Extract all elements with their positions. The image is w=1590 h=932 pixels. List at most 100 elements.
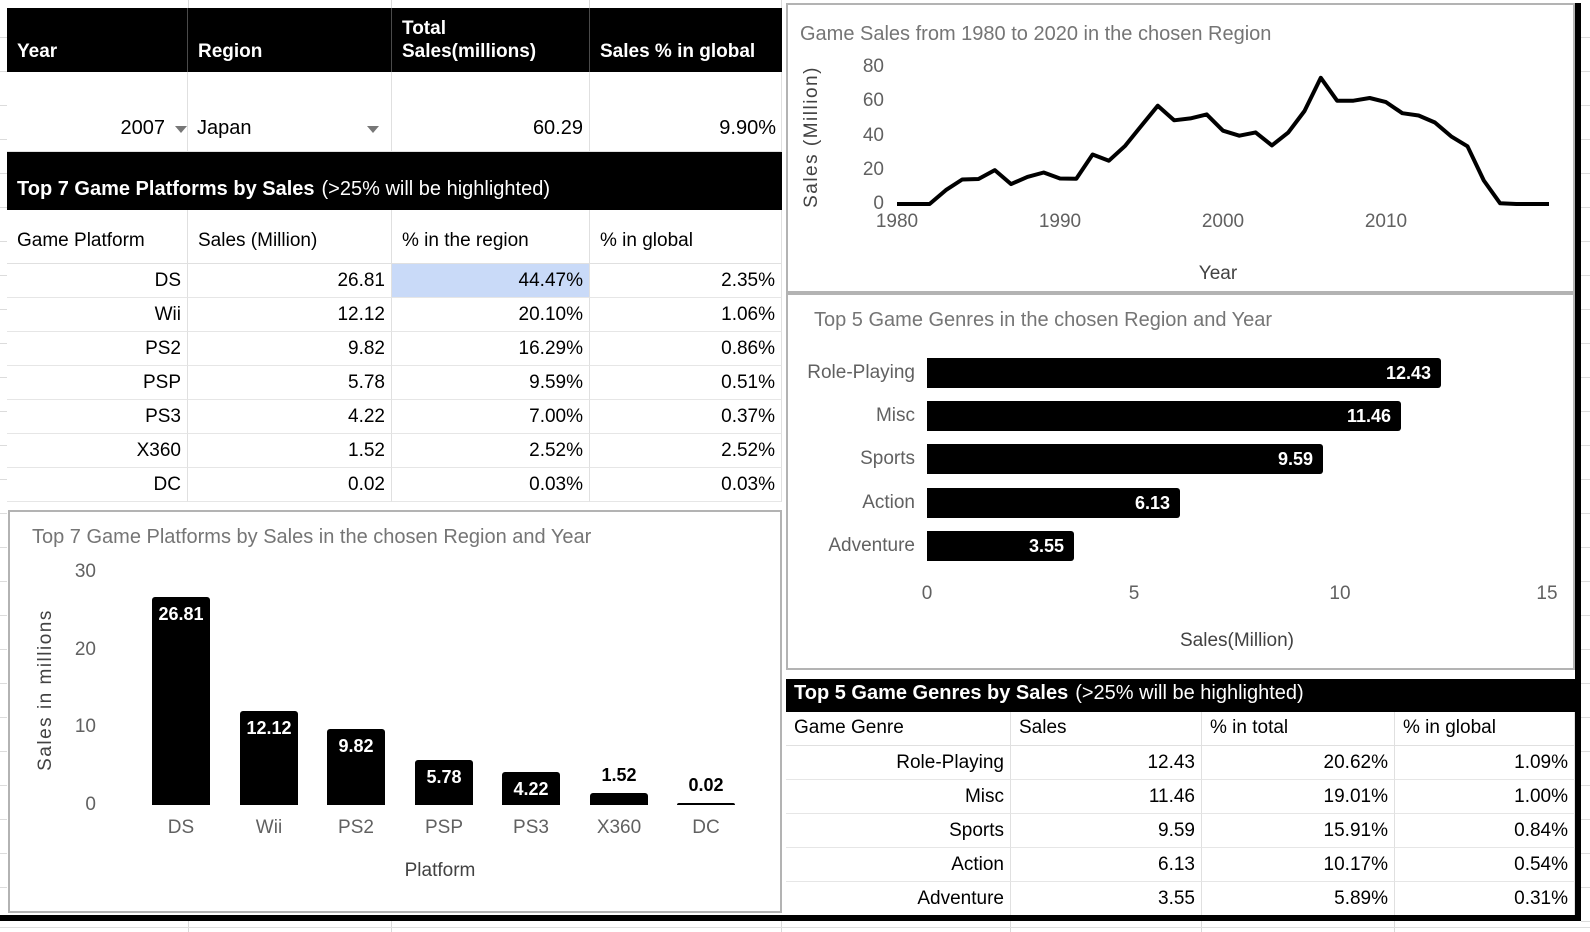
summary-header-region: Region	[188, 8, 392, 72]
genres-banner: Top 5 Game Genres by Sales (>25% will be…	[786, 679, 1575, 712]
cell-pct-region: 16.29%	[392, 332, 590, 366]
x-tick-label: 10	[1329, 583, 1351, 604]
summary-table: Year Region Total Sales(millions) Sales …	[7, 8, 782, 152]
x-tick-label: X360	[596, 817, 642, 838]
category-label: Role-Playing	[807, 362, 915, 383]
summary-header-row: Year Region Total Sales(millions) Sales …	[7, 8, 782, 72]
platform-row-psp: PSP 5.78 9.59% 0.51%	[7, 366, 782, 400]
cell-pct-global: 0.03%	[590, 468, 782, 502]
cell-pct-total: 15.91%	[1202, 814, 1395, 848]
bar-value-label: 5.78	[426, 767, 462, 787]
grid-line	[589, 0, 590, 8]
cell-genre: Sports	[786, 814, 1011, 848]
x-axis-title: Platform	[404, 860, 476, 881]
cell-genre: Misc	[786, 780, 1011, 814]
cell-sales: 3.55	[1011, 882, 1202, 916]
cell-sales: 12.12	[188, 298, 392, 332]
cell-sales: 4.22	[188, 400, 392, 434]
cell-genre: Adventure	[786, 882, 1011, 916]
genre-row-action: Action 6.13 10.17% 0.54%	[786, 848, 1575, 882]
cell-sales: 1.52	[188, 434, 392, 468]
cell-pct-total: 10.17%	[1202, 848, 1395, 882]
bar-value-label: 12.43	[1385, 363, 1431, 383]
platform-row-ps3: PS3 4.22 7.00% 0.37%	[7, 400, 782, 434]
year-value: 2007	[120, 117, 166, 139]
bar-ps2	[327, 729, 385, 805]
platforms-table: Game Platform Sales (Million) % in the r…	[7, 210, 782, 502]
cell-sales: 5.78	[188, 366, 392, 400]
chart-title: Game Sales from 1980 to 2020 in the chos…	[800, 23, 1272, 45]
bar-dc	[677, 803, 735, 805]
cell-pct-global: 0.31%	[1395, 882, 1575, 916]
y-axis-title: Sales (Million)	[801, 66, 822, 208]
region-dropdown-arrow-icon[interactable]	[367, 126, 379, 133]
x-tick-label: 5	[1128, 583, 1140, 604]
platform-row-wii: Wii 12.12 20.10% 1.06%	[7, 298, 782, 332]
y-tick-label: 0	[873, 193, 884, 214]
x-tick-label: 15	[1536, 583, 1558, 604]
cell-pct-global: 2.52%	[590, 434, 782, 468]
col-header-game-genre: Game Genre	[786, 712, 1011, 746]
col-header-sales-million: Sales (Million)	[188, 210, 392, 264]
cell-pct-total: 19.01%	[1202, 780, 1395, 814]
genre-row-misc: Misc 11.46 19.01% 1.00%	[786, 780, 1575, 814]
y-tick-label: 20	[862, 159, 884, 180]
platform-row-ds: DS 26.81 44.47% 2.35%	[7, 264, 782, 298]
platform-row-ps2: PS2 9.82 16.29% 0.86%	[7, 332, 782, 366]
x-tick-label: DS	[167, 817, 195, 838]
cell-sales: 9.59	[1011, 814, 1202, 848]
x-tick-label: Wii	[255, 817, 283, 838]
y-tick-label: 0	[85, 794, 96, 815]
platforms-banner-title: Top 7 Game Platforms by Sales	[17, 178, 315, 200]
platform-bar-chart[interactable]: Top 7 Game Platforms by Sales in the cho…	[8, 510, 782, 913]
cell-sales: 6.13	[1011, 848, 1202, 882]
category-label: Adventure	[828, 535, 915, 556]
genre-row-adventure: Adventure 3.55 5.89% 0.31%	[786, 882, 1575, 916]
summary-value-row: 2007 Japan 60.29 9.90%	[7, 72, 782, 152]
year-dropdown-cell[interactable]: 2007	[7, 72, 188, 152]
summary-header-year: Year	[7, 8, 188, 72]
cell-pct-global: 1.06%	[590, 298, 782, 332]
genre-row-sports: Sports 9.59 15.91% 0.84%	[786, 814, 1575, 848]
cell-platform: PS3	[7, 400, 188, 434]
col-header-pct-total: % in total	[1202, 712, 1395, 746]
grid-line	[1010, 921, 1011, 932]
grid-line	[188, 0, 189, 8]
x-axis-title: Sales(Million)	[1179, 630, 1295, 651]
x-tick-label: 2000	[1201, 211, 1245, 232]
plot-area: 12.43 Role-Playing 11.46 Misc 9.59 Sports 6.13…	[807, 355, 1558, 604]
cell-platform: PS2	[7, 332, 188, 366]
bar-role-playing	[927, 358, 1441, 388]
cell-pct-region: 9.59%	[392, 366, 590, 400]
bar-wii	[240, 711, 298, 805]
bar-value-label: 26.81	[158, 604, 204, 624]
y-tick-label: 60	[862, 90, 884, 111]
category-label: Sports	[860, 448, 915, 469]
year-dropdown-arrow-icon[interactable]	[175, 126, 187, 133]
cell-platform: Wii	[7, 298, 188, 332]
line-chart[interactable]: Game Sales from 1980 to 2020 in the chos…	[786, 3, 1575, 293]
y-tick-label: 30	[74, 561, 96, 582]
cell-pct-global: 0.51%	[590, 366, 782, 400]
cell-platform: DC	[7, 468, 188, 502]
y-axis-title: Sales in millions	[35, 609, 56, 771]
category-label: Action	[862, 492, 915, 513]
col-header-pct-global: % in global	[1395, 712, 1575, 746]
col-header-pct-global: % in global	[590, 210, 782, 264]
bar-value-label: 11.46	[1346, 406, 1391, 426]
total-sales-value: 60.29	[392, 72, 590, 152]
x-tick-label: 1980	[875, 211, 919, 232]
plot-area: 0 10 20 30 26.81 DS 12.12 Wii 9.82 PS2 5.78 PSP 4.22…	[75, 561, 770, 838]
cell-pct-global: 1.00%	[1395, 780, 1575, 814]
bar-value-label: 9.59	[1277, 449, 1313, 469]
grid-right-strip	[1581, 0, 1590, 932]
cell-sales: 9.82	[188, 332, 392, 366]
region-dropdown-cell[interactable]: Japan	[188, 72, 392, 152]
cell-genre: Action	[786, 848, 1011, 882]
x-tick-label: PSP	[424, 817, 464, 838]
genre-bar-chart[interactable]: Top 5 Game Genres in the chosen Region a…	[786, 293, 1575, 670]
bar-value-label: 9.82	[338, 736, 374, 756]
cell-pct-region: 7.00%	[392, 400, 590, 434]
x-tick-label: 2010	[1364, 211, 1408, 232]
